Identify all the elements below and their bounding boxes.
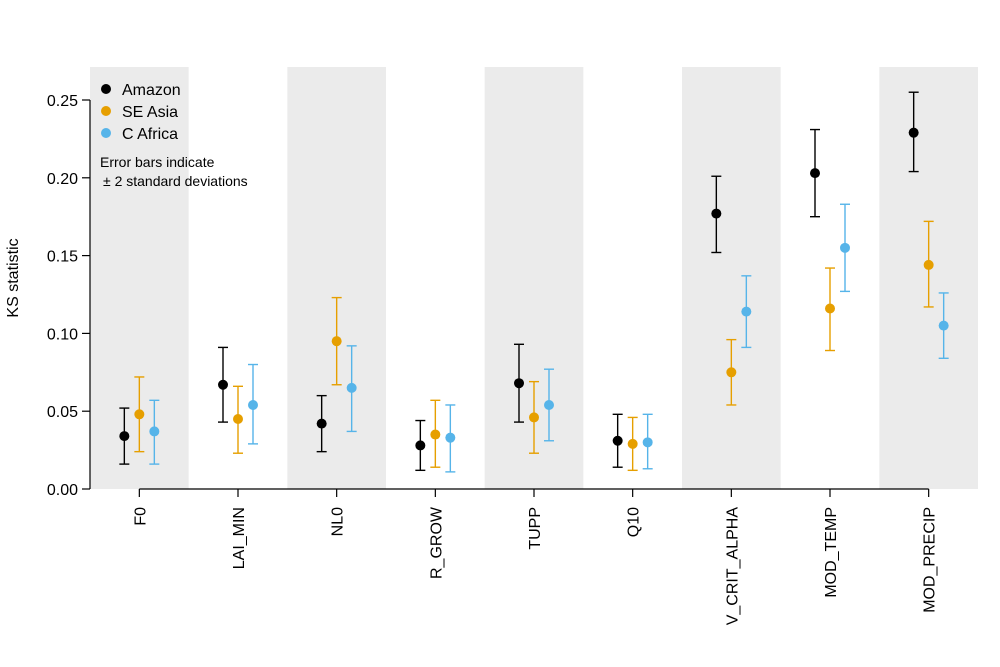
data-point <box>529 412 539 423</box>
x-tick-label-mod-temp: MOD_TEMP <box>823 507 840 598</box>
y-tick-label: 0.00 <box>47 482 78 499</box>
data-point <box>514 378 524 389</box>
x-tick-label-tupp: TUPP <box>527 507 544 550</box>
data-point <box>627 438 638 449</box>
x-axis: F0 LAI_MIN NL0 R_GROW TUPP Q10 V_CRIT_ALPHA MOD… <box>132 488 939 626</box>
data-point <box>544 399 554 410</box>
x-tick-label-nl0: NL0 <box>330 507 347 536</box>
data-point <box>908 127 919 138</box>
data-point <box>346 382 357 393</box>
x-tick-label-lai-min: LAI_MIN <box>231 507 248 569</box>
x-tick-label-q10: Q10 <box>626 507 643 537</box>
data-point <box>331 336 342 347</box>
data-point <box>248 399 258 410</box>
y-tick-label: 0.05 <box>47 404 78 421</box>
data-point <box>840 242 850 253</box>
x-tick-label-r-grow: R_GROW <box>428 506 445 579</box>
y-tick-label: 0.10 <box>47 326 78 343</box>
data-point <box>938 320 949 331</box>
data-point <box>415 440 426 451</box>
data-point <box>923 259 934 270</box>
data-point <box>810 168 820 179</box>
legend-label-c-africa: C Africa <box>122 126 178 143</box>
legend-note-line1: Error bars indicate <box>100 154 215 170</box>
legend-note-line2: ± 2 standard deviations <box>103 173 248 189</box>
data-point <box>612 435 623 446</box>
y-axis-title: KS statistic <box>5 238 22 317</box>
legend: Amazon SE Asia C Africa Error bars indicate… <box>100 82 248 189</box>
data-point <box>218 379 228 390</box>
data-marks <box>119 91 949 473</box>
y-tick-label: 0.20 <box>47 171 78 188</box>
data-point <box>134 409 145 420</box>
x-tick-label-f0: F0 <box>132 507 149 526</box>
y-axis: 0.00 0.05 0.10 0.15 0.20 0.25 <box>47 93 91 499</box>
data-point <box>642 437 653 448</box>
legend-label-amazon: Amazon <box>122 82 181 99</box>
shade-band-v_crit_alpha <box>682 67 781 489</box>
data-point <box>316 418 327 429</box>
legend-marker-amazon <box>101 84 111 94</box>
legend-marker-c-africa <box>101 128 111 138</box>
legend-label-se-asia: SE Asia <box>122 104 178 121</box>
y-tick-label: 0.15 <box>47 249 78 266</box>
series-c-africa <box>149 203 949 473</box>
x-tick-label-v-crit-alpha: V_CRIT_ALPHA <box>724 507 741 626</box>
data-point <box>825 303 835 314</box>
data-point <box>119 431 130 442</box>
data-point <box>711 208 722 219</box>
data-point <box>233 413 243 424</box>
series-amazon <box>119 91 919 472</box>
data-point <box>149 426 160 437</box>
shade-band-nl0 <box>287 67 386 489</box>
y-tick-label: 0.25 <box>47 93 78 110</box>
data-point <box>445 432 456 443</box>
legend-marker-se-asia <box>101 106 111 116</box>
data-point <box>741 306 752 317</box>
series-se-asia <box>134 220 934 472</box>
data-point <box>430 429 441 440</box>
data-point <box>726 367 737 378</box>
x-tick-label-mod-precip: MOD_PRECIP <box>922 507 939 613</box>
